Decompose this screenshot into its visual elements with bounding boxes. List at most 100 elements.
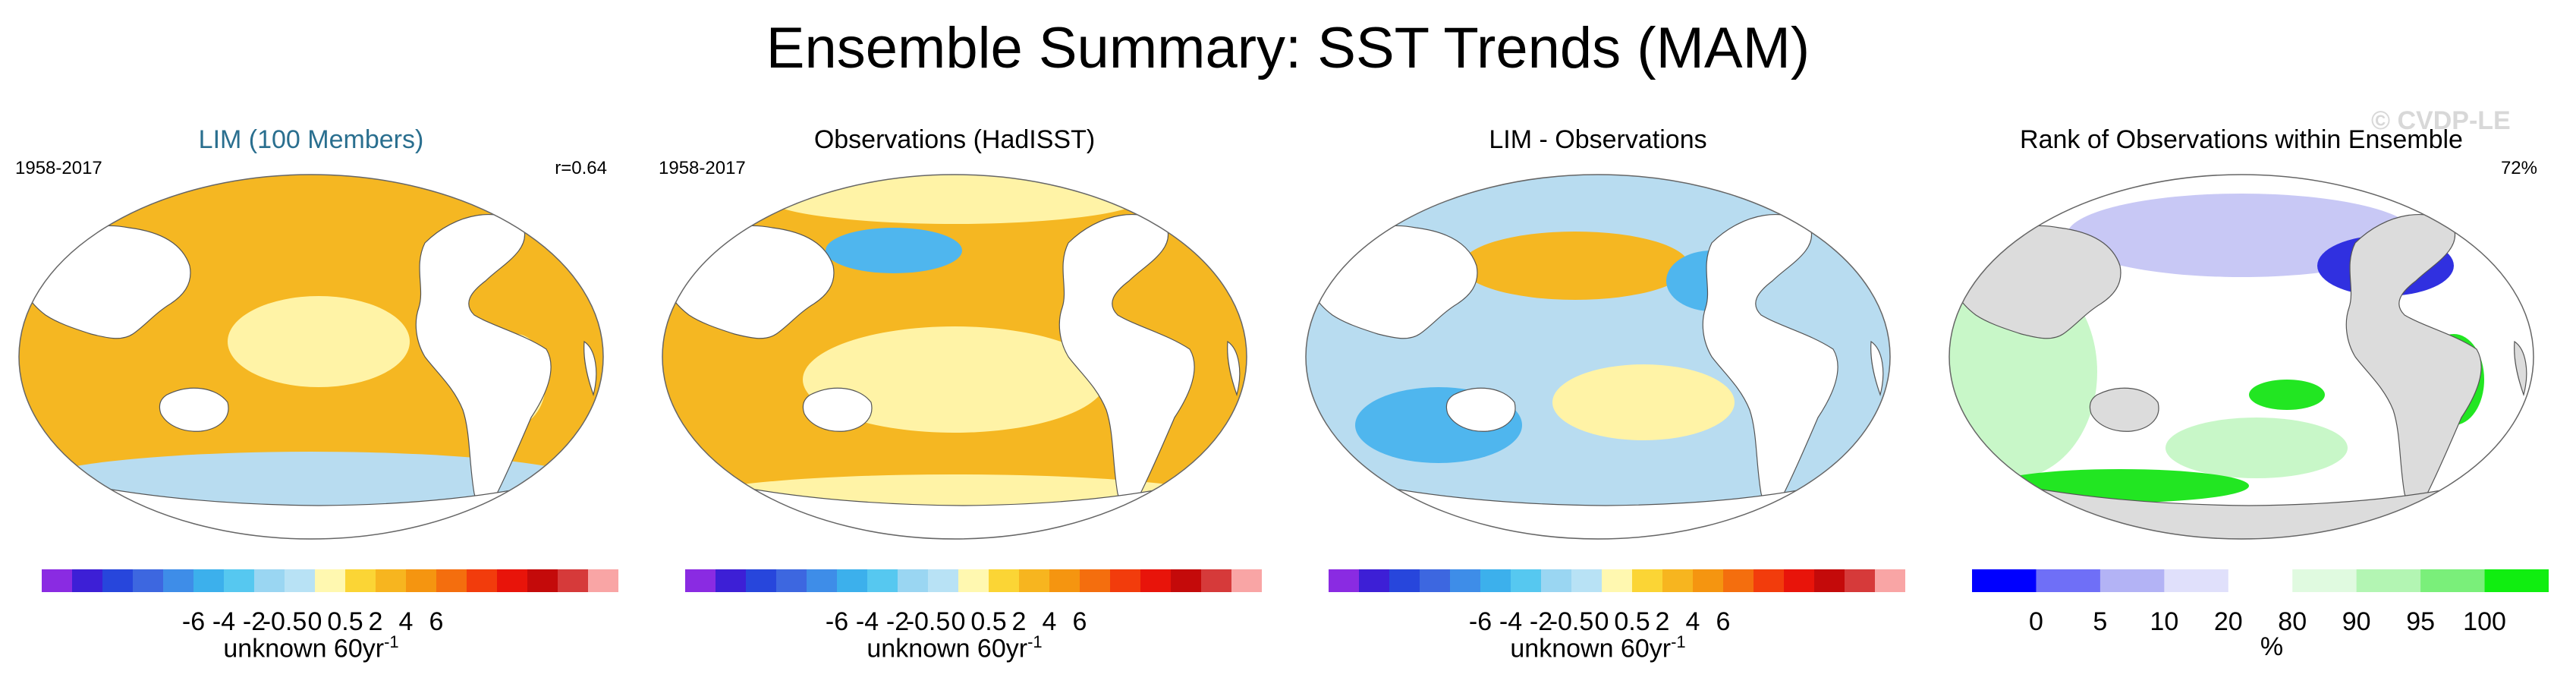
tropical-pacific-patch bbox=[228, 296, 410, 387]
colorbar-swatch bbox=[1662, 569, 1694, 592]
south-pacific-neutral bbox=[1552, 364, 1735, 440]
colorbar-tick-label: 95 bbox=[2406, 607, 2436, 636]
land-greenland bbox=[1809, 193, 1858, 229]
colorbar-swatch bbox=[42, 569, 73, 592]
land-americas bbox=[2345, 213, 2482, 506]
colorbar-swatch bbox=[1693, 569, 1724, 592]
colorbar-swatch bbox=[776, 569, 807, 592]
sst-difference-map bbox=[1305, 174, 1891, 540]
colorbar-swatch bbox=[2036, 569, 2101, 592]
map-field bbox=[662, 175, 1247, 539]
colorbar-swatch bbox=[193, 569, 225, 592]
colorbar-swatch bbox=[958, 569, 989, 592]
panel-title: LIM - Observations bbox=[1489, 125, 1707, 154]
colorbar-swatch bbox=[1171, 569, 1202, 592]
colorbar-tick-label: 0.5 bbox=[1614, 607, 1650, 636]
colorbar-swatch bbox=[1420, 569, 1451, 592]
colorbar-swatch bbox=[1875, 569, 1906, 592]
colorbar-swatch bbox=[1080, 569, 1111, 592]
colorbar-swatch bbox=[527, 569, 558, 592]
land-australia bbox=[2089, 387, 2159, 432]
colorbar-tick-label: -2 bbox=[242, 607, 266, 636]
land-australia bbox=[159, 387, 229, 432]
map-border bbox=[1305, 174, 1891, 540]
colorbar-swatch bbox=[1723, 569, 1754, 592]
colorbar-label-exponent: -1 bbox=[384, 632, 399, 651]
colorbar-swatch bbox=[1511, 569, 1542, 592]
southern-ocean-green bbox=[1991, 469, 2249, 503]
colorbar-tick-label: 0.5 bbox=[970, 607, 1007, 636]
sst-trend-map bbox=[18, 174, 604, 540]
colorbar-tick-label: -0.5 bbox=[262, 607, 307, 636]
panel-title: Rank of Observations within Ensemble bbox=[2020, 125, 2463, 154]
colorbar-tick-label: 0 bbox=[307, 607, 322, 636]
colorbar bbox=[685, 569, 1263, 592]
land-africa-sliver bbox=[1227, 340, 1241, 397]
colorbar bbox=[1329, 569, 1906, 592]
map-border bbox=[1949, 174, 2534, 540]
colorbar-tick-label: 0 bbox=[1594, 607, 1609, 636]
colorbar-tick-label: 100 bbox=[2463, 607, 2506, 636]
colorbar-swatch bbox=[1571, 569, 1603, 592]
colorbar-swatch bbox=[1110, 569, 1141, 592]
colorbar-swatch bbox=[1329, 569, 1360, 592]
colorbar-swatch bbox=[1480, 569, 1511, 592]
colorbar-swatch bbox=[285, 569, 316, 592]
panel-lim: LIM (100 Members) 1958-2017 r=0.64 -6 -4-… bbox=[0, 114, 622, 683]
colorbar-tick-label: 90 bbox=[2342, 607, 2371, 636]
colorbar-swatch bbox=[1784, 569, 1815, 592]
colorbar-tick-label: 4 bbox=[1685, 607, 1700, 636]
colorbar-swatch bbox=[588, 569, 619, 592]
colorbar-tick-label: 80 bbox=[2278, 607, 2307, 636]
rank-map bbox=[1949, 174, 2534, 540]
land-australia bbox=[1445, 387, 1516, 432]
colorbar-tick-label: -0.5 bbox=[1549, 607, 1594, 636]
south-pacific-high-rank bbox=[2166, 418, 2348, 478]
colorbar-tick-label: 4 bbox=[1042, 607, 1057, 636]
colorbar-label-text: unknown 60yr bbox=[223, 634, 385, 663]
colorbar-label-exponent: -1 bbox=[1027, 632, 1043, 651]
colorbar-swatch bbox=[2099, 569, 2165, 592]
colorbar-swatch bbox=[989, 569, 1020, 592]
period-label: 1958-2017 bbox=[659, 158, 746, 178]
panel-difference: LIM - Observations -6 -4 -2 -0.5 0 0.5 2 4 6 unkn… bbox=[1287, 114, 1909, 683]
colorbar-swatch bbox=[1140, 569, 1172, 592]
colorbar-tick-label: -4 bbox=[212, 607, 236, 636]
colorbar-swatch bbox=[133, 569, 164, 592]
colorbar-swatch bbox=[163, 569, 194, 592]
colorbar-swatch bbox=[746, 569, 777, 592]
colorbar-tick-label: 5 bbox=[2093, 607, 2108, 636]
colorbar-tick-label: 6 bbox=[1716, 607, 1731, 636]
panel-title: LIM (100 Members) bbox=[198, 125, 424, 154]
colorbar-swatch bbox=[2420, 569, 2486, 592]
colorbar-swatch bbox=[558, 569, 589, 592]
colorbar-swatch bbox=[1814, 569, 1845, 592]
colorbar-tick-label: 10 bbox=[2150, 607, 2179, 636]
map-border bbox=[18, 174, 604, 540]
map-field bbox=[1949, 175, 2534, 539]
colorbar-swatch bbox=[1231, 569, 1263, 592]
colorbar-tick-label: 2 bbox=[368, 607, 383, 636]
colorbar-tick-label: 0 bbox=[951, 607, 966, 636]
colorbar-tick-label: 20 bbox=[2213, 607, 2243, 636]
colorbar-label-text: unknown 60yr bbox=[867, 634, 1028, 663]
colorbar-swatch bbox=[2356, 569, 2421, 592]
colorbar-swatch bbox=[72, 569, 103, 592]
colorbar-swatch bbox=[1201, 569, 1232, 592]
colorbar-swatch bbox=[716, 569, 747, 592]
colorbar-label-text: % bbox=[2260, 632, 2284, 661]
equatorial-green bbox=[2249, 380, 2325, 410]
colorbar-tick-label: -2 bbox=[885, 607, 910, 636]
colorbar-swatch bbox=[1450, 569, 1481, 592]
colorbar-label: unknown 60yr-1 bbox=[1287, 632, 1909, 663]
land-americas bbox=[1702, 213, 1838, 506]
period-label: 1958-2017 bbox=[15, 158, 102, 178]
panel-title: Observations (HadISST) bbox=[813, 125, 1096, 154]
colorbar-swatch bbox=[1632, 569, 1663, 592]
colorbar bbox=[1972, 569, 2549, 592]
land-africa-sliver bbox=[2514, 340, 2527, 397]
percent-label: 72% bbox=[2500, 158, 2537, 178]
colorbar-tick-label: 0.5 bbox=[327, 607, 363, 636]
colorbar-tick-label: -4 bbox=[1499, 607, 1523, 636]
colorbar-swatch bbox=[376, 569, 407, 592]
